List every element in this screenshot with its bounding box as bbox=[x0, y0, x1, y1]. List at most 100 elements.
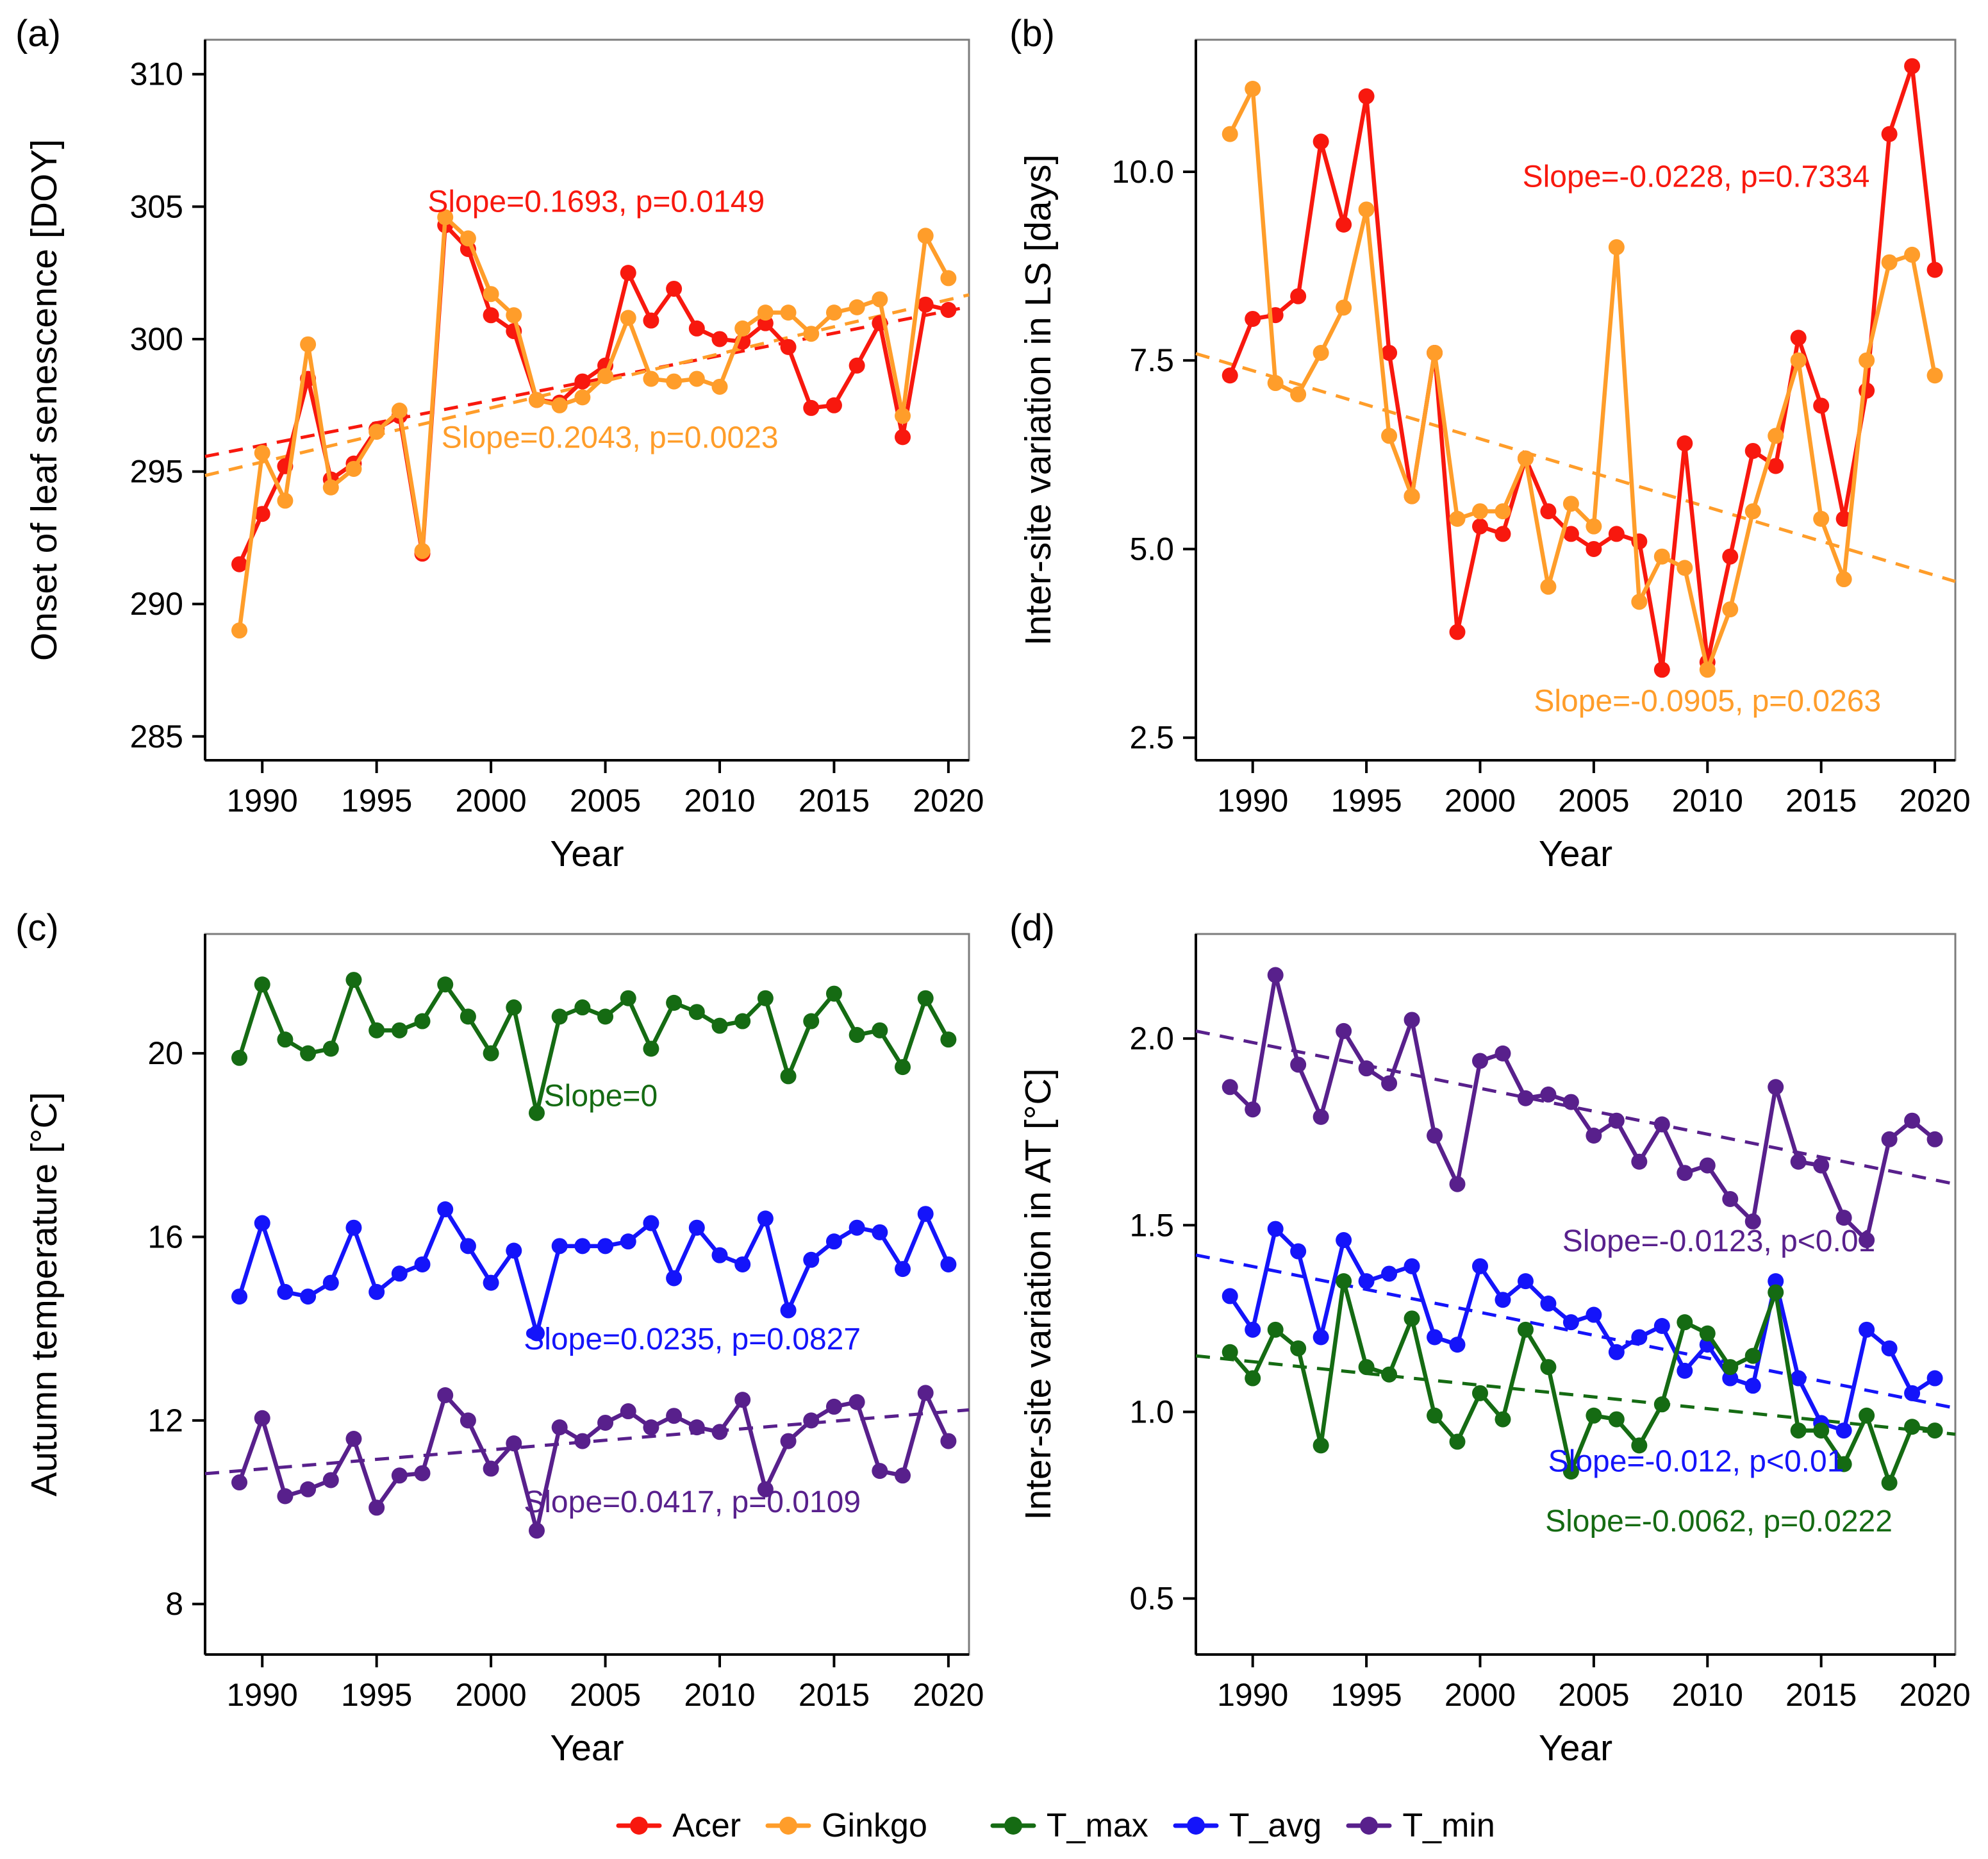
b-y-tick-label: 10.0 bbox=[1112, 154, 1174, 190]
b-series-Ginkgo-point bbox=[1631, 594, 1648, 610]
a-series-Ginkgo-point bbox=[803, 326, 820, 342]
a-series-Ginkgo-point bbox=[666, 373, 683, 390]
d-series-T_max-point bbox=[1722, 1359, 1739, 1376]
d-series-T_min-point bbox=[1245, 1101, 1261, 1118]
a-panel-tag: (a) bbox=[15, 13, 61, 54]
b-series-Ginkgo-point bbox=[1699, 662, 1716, 678]
a-series-Ginkgo-point bbox=[917, 228, 934, 244]
c-series-T_max-point bbox=[643, 1040, 659, 1057]
d-series-T_max-point bbox=[1813, 1422, 1830, 1439]
c-series-T_avg-point bbox=[345, 1219, 362, 1236]
b-y-tick-label: 7.5 bbox=[1129, 342, 1174, 378]
d-series-T_max-point bbox=[1881, 1474, 1898, 1491]
d-series-T_max-point bbox=[1859, 1407, 1875, 1424]
b-panel-border bbox=[1195, 38, 1957, 762]
c-series-T_max-point bbox=[895, 1059, 911, 1076]
d-series-T_avg-point bbox=[1926, 1370, 1943, 1387]
b-x-axis-title: Year bbox=[1539, 833, 1612, 872]
c-series-T_max-point bbox=[940, 1031, 957, 1048]
b-series-Ginkgo-point bbox=[1222, 126, 1238, 142]
c-series-T_min-point bbox=[574, 1433, 591, 1449]
c-series-T_max-point bbox=[849, 1027, 865, 1044]
c-series-T_avg-point bbox=[711, 1247, 728, 1263]
legend-marker-dot bbox=[1186, 1816, 1205, 1835]
d-series-T_min-point bbox=[1336, 1022, 1352, 1039]
panel-c: 1990 1995 2000 2005 2010 2015 2020 8 12 16 20 Year A… bbox=[0, 894, 994, 1766]
a-series-Acer-point bbox=[620, 265, 636, 281]
b-slope-annotation: Slope=-0.0905, p=0.0263 bbox=[1534, 684, 1881, 718]
c-slope-annotation: Slope=0.0417, p=0.0109 bbox=[524, 1485, 861, 1519]
c-series-T_max-point bbox=[254, 976, 270, 993]
a-series-Ginkgo-point bbox=[414, 543, 431, 560]
b-series-Ginkgo-point bbox=[1859, 352, 1875, 369]
a-series-Ginkgo-point bbox=[872, 291, 888, 308]
d-y-tick-label: 1.5 bbox=[1129, 1207, 1174, 1243]
legend-label-acer: Acer bbox=[672, 1806, 741, 1844]
c-series-T_max-point bbox=[369, 1022, 385, 1038]
d-series-T_min-point bbox=[1790, 1153, 1807, 1170]
a-series-Acer-point bbox=[254, 506, 270, 522]
c-series-T_avg-point bbox=[437, 1201, 454, 1218]
c-series-T_min-point bbox=[711, 1424, 728, 1440]
d-series-T_avg-point bbox=[1768, 1273, 1784, 1290]
d-series-T_max-point bbox=[1267, 1321, 1284, 1338]
panel-a-svg: 1990 1995 2000 2005 2010 2015 2020 285 290 295 300… bbox=[15, 13, 984, 872]
c-series-T_min-point bbox=[460, 1412, 476, 1429]
d-series-T_avg-point bbox=[1313, 1329, 1329, 1346]
c-x-axis-title: Year bbox=[550, 1728, 624, 1766]
c-series-T_avg-point bbox=[803, 1251, 820, 1268]
d-series-T_avg-point bbox=[1381, 1265, 1398, 1282]
c-series-T_min-point bbox=[620, 1403, 636, 1420]
c-series-T_max-point bbox=[872, 1022, 888, 1038]
d-x-tick-label: 2005 bbox=[1558, 1677, 1629, 1713]
d-slope-annotation: Slope=-0.012, p<0.01 bbox=[1548, 1445, 1844, 1479]
d-series-T_max-point bbox=[1540, 1359, 1557, 1376]
b-series-Acer-point bbox=[1722, 548, 1739, 565]
panel-b: 1990 1995 2000 2005 2010 2015 2020 2.5 5.0 7.5 10.… bbox=[994, 0, 1988, 872]
a-series-Acer-point bbox=[895, 429, 911, 446]
a-series-Acer-point bbox=[825, 397, 842, 413]
b-series-Ginkgo-point bbox=[1267, 375, 1284, 392]
c-series-T_min-point bbox=[300, 1481, 317, 1497]
d-series-T_min-point bbox=[1904, 1112, 1921, 1129]
b-series-Ginkgo-point bbox=[1517, 450, 1534, 467]
d-series-T_min-point bbox=[1859, 1232, 1875, 1249]
c-series-T_avg-point bbox=[757, 1210, 774, 1227]
d-series-T_avg-point bbox=[1881, 1340, 1898, 1356]
a-x-axis-title: Year bbox=[550, 833, 624, 872]
a-series-Acer-point bbox=[917, 296, 934, 313]
d-series-T_min-point bbox=[1471, 1053, 1488, 1069]
c-y-axis-title: Autumn temperature [°C] bbox=[24, 1092, 65, 1496]
b-series-Acer-point bbox=[1744, 442, 1761, 459]
c-x-tick-label: 2015 bbox=[799, 1677, 870, 1713]
c-series-T_min-point bbox=[895, 1467, 911, 1484]
d-series-T_avg-point bbox=[1540, 1296, 1557, 1312]
b-series-Ginkgo-point bbox=[1495, 503, 1511, 520]
c-series-T_max-point bbox=[322, 1040, 339, 1057]
c-series-T_min-point bbox=[666, 1408, 683, 1424]
b-series-Acer-point bbox=[1904, 58, 1921, 74]
c-series-T_min-point bbox=[506, 1435, 522, 1452]
b-series-Ginkgo-point bbox=[1653, 548, 1670, 565]
c-series-T_min-point bbox=[643, 1419, 659, 1436]
d-series-T_avg-point bbox=[1427, 1329, 1443, 1346]
a-series-Ginkgo-point bbox=[734, 320, 751, 337]
c-series-T_min-point bbox=[369, 1499, 385, 1516]
b-x-tick-label: 1990 bbox=[1217, 783, 1288, 819]
c-x-tick-label: 2020 bbox=[913, 1677, 984, 1713]
b-x-tick-label: 1995 bbox=[1330, 783, 1402, 819]
b-series-Acer-point bbox=[1336, 216, 1352, 233]
legend-marker-dot bbox=[1004, 1816, 1022, 1835]
a-series-Ginkgo-point bbox=[849, 299, 865, 315]
c-series-T_avg-point bbox=[254, 1215, 270, 1231]
legend-item-acer: Acer bbox=[615, 1806, 741, 1845]
c-series-T_max-point bbox=[460, 1008, 476, 1025]
a-slope-annotation: Slope=0.1693, p=0.0149 bbox=[427, 185, 765, 219]
c-x-tick-label: 1995 bbox=[341, 1677, 412, 1713]
b-series-Acer-point bbox=[1790, 329, 1807, 346]
a-series-Acer-line bbox=[237, 223, 951, 567]
c-series-T_min-point bbox=[277, 1488, 294, 1505]
d-series-T_max-point bbox=[1835, 1456, 1852, 1472]
a-series-Ginkgo-point bbox=[254, 445, 270, 462]
c-slope-annotation: Slope=0.0235, p=0.0827 bbox=[524, 1322, 861, 1356]
